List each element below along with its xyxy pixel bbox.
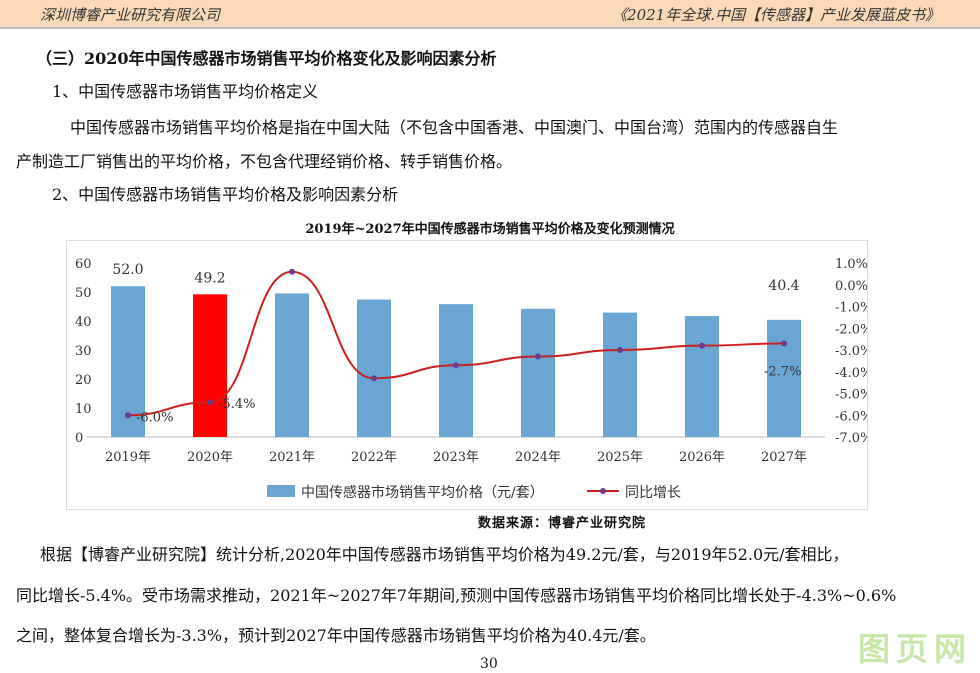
line-data-label: -5.4% bbox=[218, 397, 255, 412]
line-marker bbox=[289, 268, 295, 275]
line-marker bbox=[699, 342, 705, 349]
x-tick-label: 2022年 bbox=[351, 450, 397, 465]
x-tick-label: 2023年 bbox=[433, 450, 479, 465]
bar bbox=[767, 319, 801, 437]
bar bbox=[275, 293, 309, 437]
right-tick-label: -7.0% bbox=[835, 431, 867, 446]
line-marker bbox=[453, 362, 459, 369]
right-tick-label: 0.0% bbox=[835, 279, 867, 294]
legend-bar-label: 中国传感器市场销售平均价格（元/套） bbox=[301, 484, 544, 501]
legend-line-marker bbox=[600, 488, 606, 494]
left-tick-label: 0 bbox=[75, 431, 83, 446]
bar bbox=[111, 286, 145, 437]
chart-svg: 0 10 20 30 40 50 60 -7.0% -6.0% -5.0% -4.0% -3.0% -2… bbox=[75, 257, 872, 501]
bar bbox=[357, 299, 391, 437]
header-book-title: 《2021年全球.中国【传感器】产业发展蓝皮书》 bbox=[612, 6, 940, 24]
right-tick-label: 1.0% bbox=[835, 257, 867, 272]
page-header: 深圳博睿产业研究有限公司 《2021年全球.中国【传感器】产业发展蓝皮书》 bbox=[0, 0, 980, 29]
right-tick-label: -2.0% bbox=[835, 322, 867, 337]
left-tick-label: 10 bbox=[75, 402, 92, 417]
line-marker bbox=[371, 375, 377, 382]
line-marker bbox=[207, 399, 213, 406]
x-tick-label: 2019年 bbox=[105, 450, 151, 465]
right-tick-label: -5.0% bbox=[835, 388, 867, 403]
bar bbox=[685, 316, 719, 437]
legend-bar-swatch bbox=[267, 485, 295, 497]
line-marker bbox=[617, 347, 623, 353]
bar-data-label: 40.4 bbox=[768, 278, 799, 294]
right-tick-label: -4.0% bbox=[835, 366, 867, 381]
x-tick-label: 2021年 bbox=[269, 450, 315, 465]
line-marker bbox=[125, 412, 131, 419]
bar bbox=[521, 308, 555, 437]
chart: 0 10 20 30 40 50 60 -7.0% -6.0% -5.0% -4.0% -3.0% -2… bbox=[66, 240, 872, 510]
x-tick-label: 2026年 bbox=[679, 450, 725, 465]
left-tick-label: 20 bbox=[75, 373, 92, 388]
left-tick-label: 40 bbox=[75, 315, 92, 330]
right-tick-label: -3.0% bbox=[835, 344, 867, 359]
bar bbox=[193, 294, 227, 437]
line-marker bbox=[535, 353, 541, 360]
paragraph-line-1: 根据【博睿产业研究院】统计分析,2020年中国传感器市场销售平均价格为49.2元… bbox=[40, 545, 849, 564]
right-tick-label: -6.0% bbox=[835, 409, 867, 424]
page-number: 30 bbox=[480, 656, 498, 672]
left-tick-label: 30 bbox=[75, 344, 92, 359]
subheading-definition: 1、中国传感器市场销售平均价格定义 bbox=[52, 82, 319, 101]
x-tick-label: 2025年 bbox=[597, 450, 643, 465]
data-source: 数据来源：博睿产业研究院 bbox=[478, 516, 647, 531]
line-data-label: -6.0% bbox=[136, 410, 173, 425]
bar-data-label: 49.2 bbox=[194, 270, 225, 286]
line-data-label: -2.7% bbox=[764, 364, 801, 379]
paragraph-line-2: 同比增长-5.4%。受市场需求推动，2021年~2027年7年期间,预测中国传感… bbox=[16, 586, 897, 605]
x-tick-label: 2027年 bbox=[761, 450, 807, 465]
subheading-analysis: 2、中国传感器市场销售平均价格及影响因素分析 bbox=[52, 185, 399, 204]
right-tick-label: -1.0% bbox=[835, 301, 867, 316]
header-company: 深圳博睿产业研究有限公司 bbox=[40, 6, 221, 24]
legend-line-label: 同比增长 bbox=[625, 485, 681, 501]
definition-line-1: 中国传感器市场销售平均价格是指在中国大陆（不包含中国香港、中国澳门、中国台湾）范… bbox=[70, 118, 839, 137]
definition-line-2: 产制造工厂销售出的平均价格，不包含代理经销价格、转手销售价格。 bbox=[16, 152, 513, 171]
left-tick-label: 50 bbox=[75, 286, 92, 301]
bar bbox=[603, 312, 637, 437]
bar bbox=[439, 304, 473, 437]
line-marker bbox=[781, 340, 787, 347]
section-title: （三）2020年中国传感器市场销售平均价格变化及影响因素分析 bbox=[36, 49, 497, 68]
x-tick-label: 2020年 bbox=[187, 450, 233, 465]
bar-data-label: 52.0 bbox=[112, 262, 143, 278]
x-tick-label: 2024年 bbox=[515, 450, 561, 465]
growth-line bbox=[127, 270, 785, 417]
chart-title: 2019年~2027年中国传感器市场销售平均价格及变化预测情况 bbox=[305, 222, 675, 237]
watermark-logo: 图页网 bbox=[858, 630, 973, 668]
paragraph-line-3: 之间，整体复合增长为-3.3%，预计到2027年中国传感器市场销售平均价格为40… bbox=[16, 626, 656, 645]
left-tick-label: 60 bbox=[75, 257, 92, 272]
